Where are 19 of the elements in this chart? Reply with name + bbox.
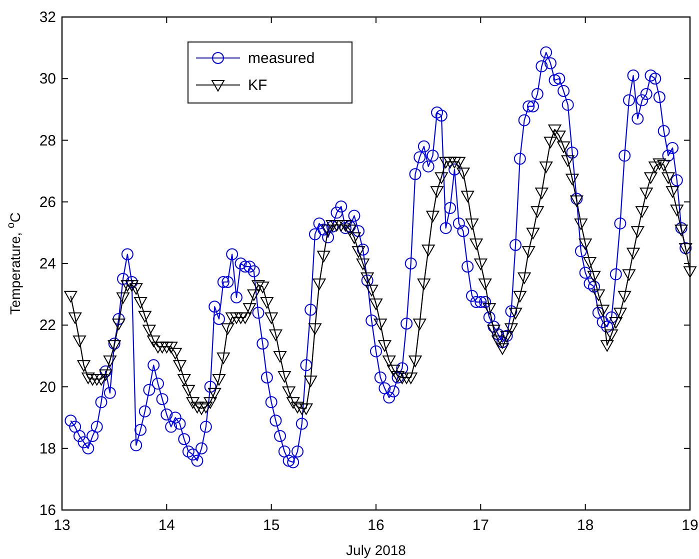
x-tick-label: 13 [54, 517, 70, 534]
x-tick-label: 14 [158, 517, 176, 534]
y-tick-label: 28 [39, 132, 56, 150]
x-axis-title: July 2018 [346, 542, 406, 558]
x-tick-label: 15 [262, 517, 280, 534]
y-tick-label: 30 [39, 70, 56, 88]
y-tick-label: 26 [39, 194, 56, 211]
x-tick-label: 16 [368, 517, 384, 534]
y-tick-label: 22 [39, 317, 56, 334]
y-tick-label: 18 [39, 440, 56, 458]
x-tick-label: 19 [682, 517, 698, 534]
legend-label: measured [248, 50, 315, 67]
y-tick-label: 24 [39, 256, 56, 272]
y-tick-label: 20 [39, 378, 56, 396]
legend-label: KF [248, 77, 268, 94]
y-tick-label: 16 [39, 502, 56, 519]
x-tick-label: 18 [576, 517, 594, 534]
x-tick-label: 17 [472, 517, 490, 534]
y-tick-label: 32 [39, 9, 56, 26]
